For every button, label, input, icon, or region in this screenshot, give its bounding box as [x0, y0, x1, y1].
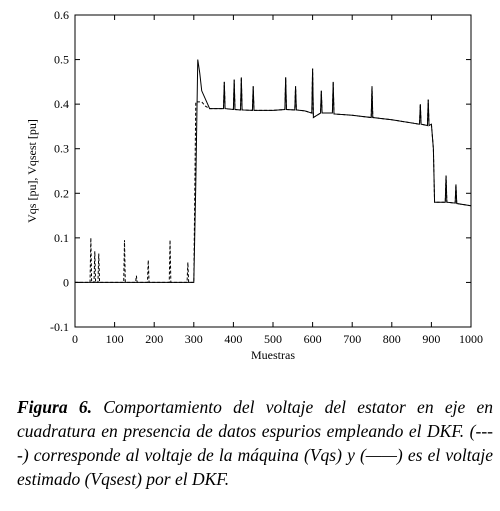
y-tick-label: 0.1	[54, 231, 69, 245]
series-line	[75, 59, 472, 283]
y-tick-label: 0.4	[54, 97, 69, 111]
x-tick-label: 200	[145, 332, 163, 346]
figure-caption: Figura 6. Comportamiento del voltaje del…	[17, 395, 493, 491]
x-tick-label: 0	[72, 332, 78, 346]
caption-label: Figura 6.	[17, 397, 92, 417]
y-tick-label: 0	[63, 275, 69, 289]
y-tick-label: -0.1	[50, 320, 69, 334]
y-tick-label: 0.6	[54, 8, 69, 22]
y-tick-label: 0.5	[54, 53, 69, 67]
x-tick-label: 600	[304, 332, 322, 346]
series-line	[75, 68, 472, 283]
x-tick-label: 300	[185, 332, 203, 346]
x-tick-label: 100	[106, 332, 124, 346]
x-tick-label: 500	[264, 332, 282, 346]
caption-text: Comportamiento del voltaje del estator e…	[17, 397, 493, 489]
x-tick-label: 700	[343, 332, 361, 346]
y-tick-label: 0.2	[54, 186, 69, 200]
y-tick-label: 0.3	[54, 142, 69, 156]
chart: Vqs [pu], Vqsest [pu] Muestras -0.100.10…	[25, 8, 483, 362]
x-tick-label: 400	[224, 332, 242, 346]
plot-frame	[74, 14, 472, 328]
y-axis-label: Vqs [pu], Vqsest [pu]	[25, 119, 39, 223]
x-axis-label: Muestras	[251, 348, 295, 362]
x-tick-label: 800	[383, 332, 401, 346]
x-tick-label: 1000	[459, 332, 483, 346]
x-tick-label: 900	[422, 332, 440, 346]
